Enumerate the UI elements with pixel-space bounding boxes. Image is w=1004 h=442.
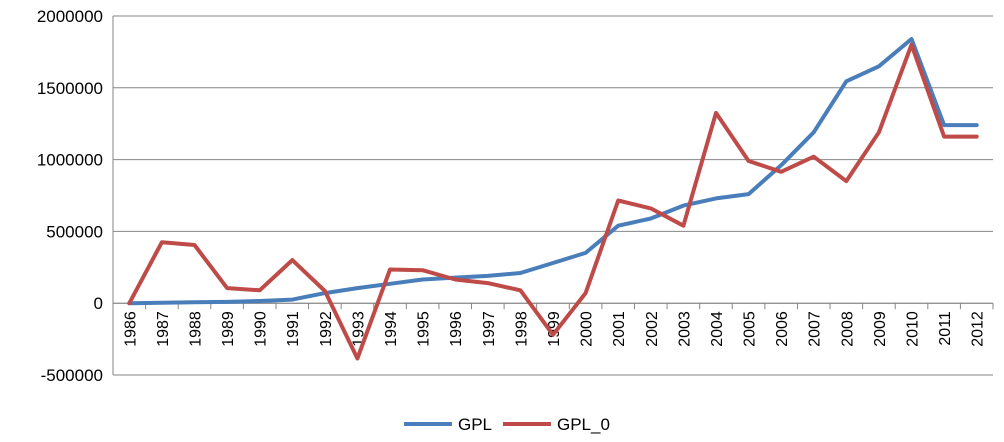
y-tick-label: 1000000	[37, 151, 103, 170]
x-tick-label: 1994	[383, 311, 400, 347]
x-tick-label: 2010	[905, 311, 922, 347]
x-tick-label: 1987	[155, 311, 172, 347]
series-line-gpl-0	[127, 42, 979, 361]
y-tick-label: 500000	[46, 222, 103, 241]
x-tick-label: 2003	[676, 311, 693, 347]
y-tick-label: 1500000	[37, 79, 103, 98]
x-tick-label: 2011	[937, 311, 954, 346]
x-tick-label: 1998	[513, 311, 530, 347]
x-tick-label: 1986	[122, 311, 139, 347]
x-axis-ticks: 1986 1987 1988 1989 1990 1991 1992 1993 1994 1995…	[122, 311, 986, 347]
y-axis-ticks: 2000000 1500000 1000000 500000 0 -500000	[37, 7, 103, 385]
x-tick-label: 2012	[970, 311, 987, 347]
x-tick-label: 1997	[481, 311, 498, 347]
x-tick-label: 2009	[872, 311, 889, 347]
x-tick-label: 1999	[546, 311, 563, 347]
x-tick-label: 1988	[187, 311, 204, 347]
legend: GPL GPL_0	[404, 415, 610, 434]
x-tick-label: 2007	[807, 311, 824, 347]
legend-label: GPL_0	[557, 415, 610, 434]
series-lines	[127, 37, 979, 361]
legend-label: GPL	[458, 415, 492, 434]
x-tick-label: 2006	[774, 311, 791, 347]
x-tick-label: 1991	[285, 311, 302, 347]
x-tick-label: 2008	[839, 311, 856, 347]
y-tick-label: 2000000	[37, 7, 103, 26]
x-tick-label: 1995	[416, 311, 433, 347]
x-tick-label: 1996	[448, 311, 465, 347]
x-tick-label: 2002	[644, 311, 661, 347]
x-tick-label: 1989	[220, 311, 237, 347]
y-tick-label: 0	[94, 294, 103, 313]
y-tick-label: -500000	[41, 366, 103, 385]
x-tick-label: 2000	[579, 311, 596, 347]
series-line-gpl	[127, 37, 979, 306]
x-tick-label: 2004	[709, 311, 726, 347]
x-tick-label: 2005	[742, 311, 759, 347]
x-tick-label: 1992	[318, 311, 335, 347]
x-tick-label: 1990	[253, 311, 270, 347]
axes	[112, 16, 994, 375]
x-tick-label: 2001	[611, 311, 628, 347]
